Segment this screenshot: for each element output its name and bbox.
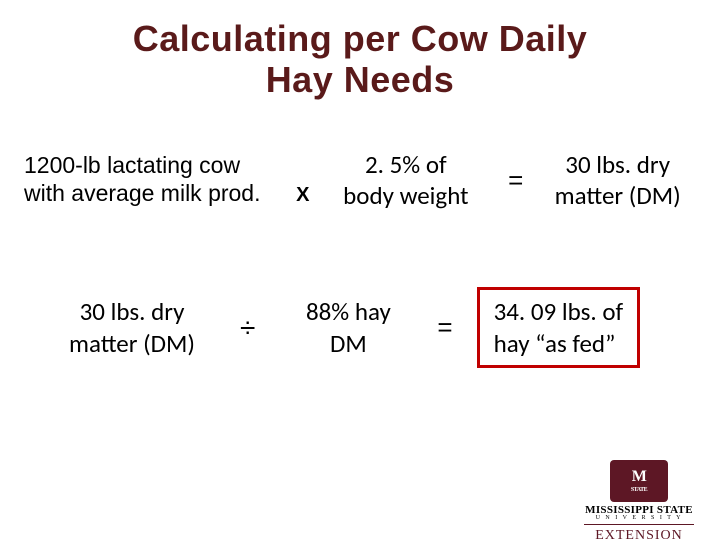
msu-extension-logo: M STATE MISSISSIPPI STATE U N I V E R S … — [584, 460, 694, 544]
eq2-term-haydm: 88% hay DM — [283, 296, 413, 359]
eq2-operator-divide: ÷ — [234, 312, 261, 344]
logo-university-sub: U N I V E R S I T Y — [584, 515, 694, 521]
title-line-1: Calculating per Cow Daily — [133, 18, 588, 59]
svg-text:M: M — [632, 468, 647, 485]
logo-divider — [584, 524, 694, 525]
eq2-operator-equals: = — [431, 312, 458, 343]
logo-badge: M STATE — [610, 460, 668, 502]
svg-text:STATE: STATE — [631, 487, 648, 493]
eq1-term-result: 30 lbs. dry matter (DM) — [539, 149, 696, 212]
slide-title: Calculating per Cow Daily Hay Needs — [0, 18, 720, 101]
equation-1: 1200-lb lactating cow with average milk … — [0, 149, 720, 212]
eq1-term-percent: 2. 5% of body weight — [328, 149, 485, 212]
logo-badge-text: M STATE — [620, 467, 658, 495]
logo-extension-text: EXTENSION — [584, 528, 694, 544]
eq2-term-dm: 30 lbs. dry matter (DM) — [52, 296, 212, 359]
eq1-operator-multiply: X — [290, 184, 315, 211]
eq1-term-cow: 1200-lb lactating cow with average milk … — [24, 152, 298, 207]
m-state-icon: M STATE — [620, 467, 658, 493]
equation-2: 30 lbs. dry matter (DM) ÷ 88% hay DM = 3… — [0, 287, 720, 368]
eq1-operator-equals: = — [502, 165, 529, 196]
eq2-result-box: 34. 09 lbs. of hay “as fed” — [477, 287, 641, 368]
title-line-2: Hay Needs — [266, 59, 455, 100]
